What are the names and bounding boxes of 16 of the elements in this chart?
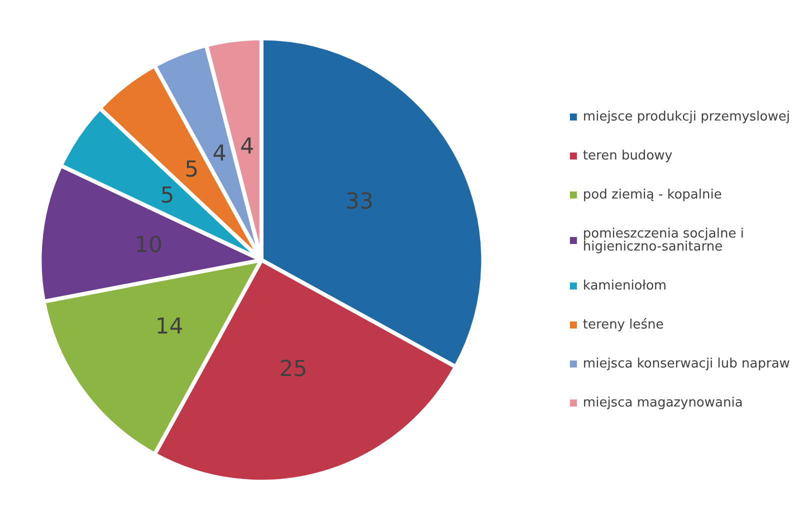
data-label: 4 bbox=[212, 142, 227, 167]
legend-label: pod ziemią - kopalnie bbox=[582, 188, 722, 202]
data-label: 5 bbox=[160, 183, 174, 208]
data-label: 5 bbox=[184, 158, 199, 183]
legend-label: miejsca konserwacji lub napraw bbox=[582, 356, 790, 372]
legend-label: miejsce produkcji przemyslowej bbox=[582, 110, 790, 124]
data-label: 25 bbox=[279, 356, 308, 382]
legend-label: teren budowy bbox=[582, 148, 673, 164]
data-label: 33 bbox=[345, 190, 374, 215]
legend-label: tereny leśne bbox=[582, 318, 664, 332]
data-label: 14 bbox=[155, 314, 184, 340]
data-label: 4 bbox=[240, 134, 254, 160]
legend-label: pomieszczenia socjalne i higieniczno-sanitarne bbox=[582, 226, 748, 254]
data-label: 10 bbox=[134, 233, 162, 258]
legend-label: kamieniołom bbox=[582, 278, 667, 294]
legend-label: miejsca magazynowania bbox=[582, 396, 743, 410]
